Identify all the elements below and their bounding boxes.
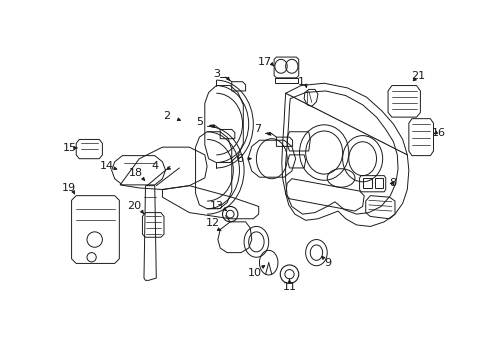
Text: 16: 16	[431, 127, 445, 138]
Text: 15: 15	[63, 143, 77, 153]
Text: 2: 2	[163, 111, 169, 121]
Text: 13: 13	[209, 202, 223, 211]
Text: 9: 9	[324, 258, 331, 269]
Text: 1: 1	[297, 77, 304, 87]
Text: 7: 7	[253, 125, 260, 134]
Text: 8: 8	[388, 178, 395, 188]
Text: 10: 10	[247, 268, 261, 278]
Text: 18: 18	[128, 167, 142, 177]
Text: 12: 12	[205, 219, 219, 228]
Text: 17: 17	[257, 57, 271, 67]
Text: 14: 14	[100, 161, 114, 171]
Text: 4: 4	[151, 161, 158, 171]
Text: 19: 19	[61, 183, 76, 193]
Text: 3: 3	[212, 69, 220, 79]
Text: 21: 21	[410, 71, 424, 81]
Text: 11: 11	[282, 282, 296, 292]
Text: 20: 20	[126, 202, 141, 211]
Text: 5: 5	[196, 117, 203, 127]
Text: 6: 6	[236, 154, 243, 164]
